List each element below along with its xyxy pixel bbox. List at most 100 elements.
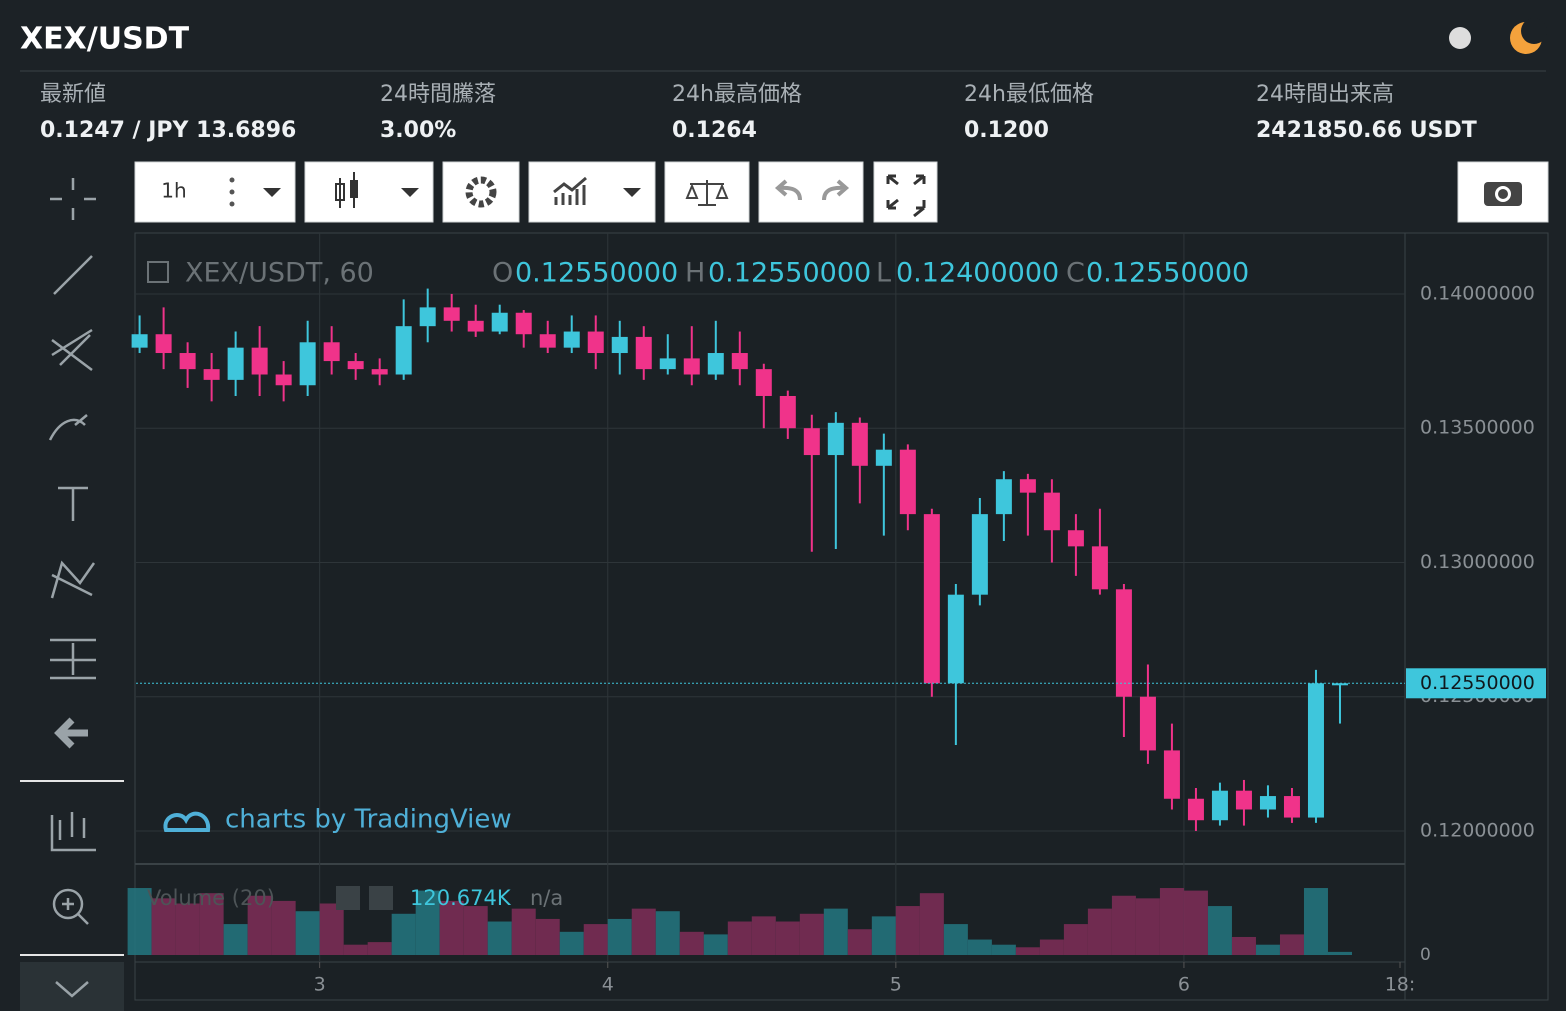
candle-body xyxy=(515,312,532,335)
stat-label: 24h最高価格 xyxy=(672,82,802,107)
candle-body xyxy=(1019,479,1036,493)
hide-tools[interactable] xyxy=(54,717,88,749)
dropdown-arrow xyxy=(263,188,281,197)
favorites-tool[interactable] xyxy=(50,812,96,852)
undo-icon xyxy=(774,179,802,201)
collapse-icon[interactable] xyxy=(147,261,169,283)
y-tick-label: 0.13500000 xyxy=(1420,417,1535,439)
legend-value: 0.12550000 xyxy=(708,258,871,289)
brush-tool[interactable] xyxy=(48,414,88,441)
candle-body xyxy=(827,422,844,456)
undo-redo-button[interactable] xyxy=(758,161,864,223)
volume-remove[interactable] xyxy=(369,886,393,910)
candle-body xyxy=(179,353,196,370)
volume-bar xyxy=(1111,895,1136,955)
candle-body xyxy=(1163,750,1180,799)
volume-bar xyxy=(463,906,488,955)
candle-body xyxy=(731,353,748,370)
fullscreen-icon xyxy=(886,174,926,218)
candle-body xyxy=(803,428,820,456)
volume-bar xyxy=(247,895,272,955)
volume-bar xyxy=(607,918,632,955)
volume-bar xyxy=(175,903,200,955)
gear-icon xyxy=(465,176,497,208)
candle-body xyxy=(1139,696,1156,751)
watermark[interactable]: charts by TradingView xyxy=(225,805,512,835)
moon-cut xyxy=(1521,18,1547,44)
toolbar: 1h xyxy=(134,161,1549,223)
text-tool[interactable] xyxy=(58,486,88,521)
stats: 最新値 0.1247 / JPY 13.6896 24時間騰落 3.00% 24… xyxy=(40,82,1477,143)
candle-body xyxy=(1091,546,1108,590)
stat-label: 24時間騰落 xyxy=(380,82,496,107)
settings-button[interactable] xyxy=(442,161,520,223)
candle-body xyxy=(203,369,220,380)
last-price-label: 0.12550000 xyxy=(1420,672,1535,694)
volume-bar xyxy=(583,924,608,955)
legend-symbol: XEX/USDT, 60 xyxy=(185,258,374,289)
volume-bar xyxy=(367,942,392,955)
volume-legend: Volume (20) 120.674K n/a xyxy=(147,886,563,910)
candle-body xyxy=(467,320,484,332)
candle-body xyxy=(371,369,388,375)
zoom-tool xyxy=(62,898,89,925)
x-tick-label: 5 xyxy=(890,974,902,996)
volume-bar xyxy=(439,900,464,955)
candle-body xyxy=(1283,796,1300,818)
expand-icon xyxy=(55,981,89,998)
volume-bar xyxy=(799,913,824,955)
candle-body xyxy=(659,358,676,370)
volume-settings[interactable] xyxy=(336,886,360,910)
volume-bar xyxy=(823,908,848,955)
candle-body xyxy=(395,326,412,375)
volume-bar xyxy=(895,906,920,955)
volume-bar xyxy=(871,916,896,955)
candle-icon xyxy=(335,183,345,201)
candle-body xyxy=(899,449,916,515)
zoom-tool[interactable] xyxy=(52,888,84,920)
y-tick-label: 0.14000000 xyxy=(1420,282,1535,304)
volume-value: 120.674K xyxy=(410,886,512,910)
candle-body xyxy=(1115,589,1132,697)
more-tools[interactable] xyxy=(20,962,124,1011)
volume-bar xyxy=(1303,888,1328,955)
volume-bar xyxy=(775,921,800,955)
volume-bar xyxy=(703,934,728,955)
x-tick-label: 4 xyxy=(602,974,614,996)
measure-tool[interactable] xyxy=(50,638,96,680)
candle-body xyxy=(707,353,724,375)
candle-body xyxy=(491,312,508,332)
redo-icon xyxy=(822,179,850,201)
volume-bar xyxy=(535,918,560,955)
volume-bar xyxy=(1183,890,1208,955)
fib-tool[interactable] xyxy=(51,328,93,371)
x-tick-label: 6 xyxy=(1178,974,1190,996)
volume-bar xyxy=(1015,947,1040,955)
candle-body xyxy=(779,395,796,429)
indicators-icon xyxy=(553,176,587,205)
candle-body xyxy=(1331,683,1348,686)
y-tick-label: 0.12000000 xyxy=(1420,819,1535,841)
candle-body xyxy=(419,307,436,327)
candle-body xyxy=(1067,530,1084,547)
volume-bar xyxy=(127,888,152,955)
last-price-tag xyxy=(1406,668,1546,699)
volume-bar xyxy=(919,893,944,955)
candle-body xyxy=(155,334,172,354)
pattern-tool[interactable] xyxy=(50,560,96,599)
fullscreen-button[interactable] xyxy=(873,161,938,223)
volume-bar xyxy=(943,924,968,955)
trendline-tool[interactable] xyxy=(53,255,93,295)
dropdown-arrow xyxy=(401,188,419,197)
light-theme-icon[interactable] xyxy=(1449,27,1471,49)
scale-icon xyxy=(685,180,729,206)
legend-key: C xyxy=(1066,258,1085,289)
stat-value: 0.1200 xyxy=(964,118,1049,143)
legend-key: O xyxy=(492,258,513,289)
crosshair-tool[interactable] xyxy=(50,178,96,220)
volume-bar xyxy=(1279,934,1304,955)
x-tick-label: 18: xyxy=(1385,974,1416,996)
candle-body xyxy=(875,449,892,466)
candle-body xyxy=(971,514,988,595)
candle-body xyxy=(755,369,772,396)
